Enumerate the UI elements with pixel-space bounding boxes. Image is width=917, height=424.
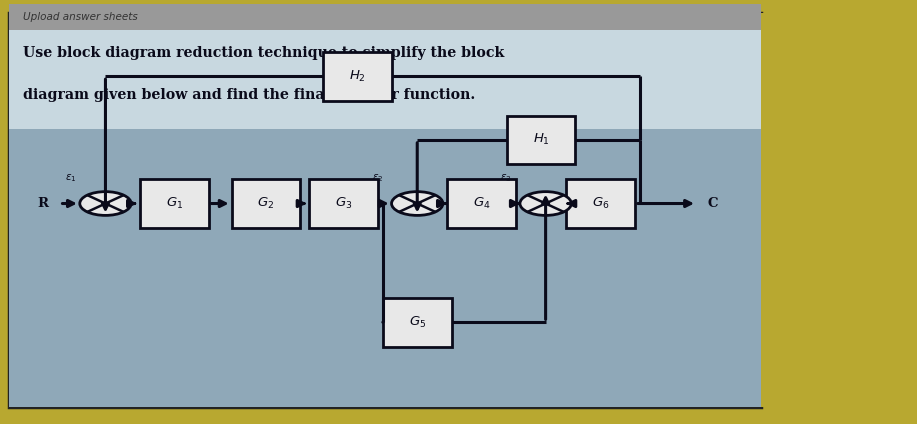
Circle shape: [392, 192, 443, 215]
FancyBboxPatch shape: [9, 4, 761, 30]
Circle shape: [80, 192, 131, 215]
Text: $H_1$: $H_1$: [533, 132, 549, 148]
Text: $G_6$: $G_6$: [591, 196, 610, 211]
FancyBboxPatch shape: [9, 129, 761, 407]
Circle shape: [520, 192, 571, 215]
FancyBboxPatch shape: [324, 52, 392, 101]
Text: $G_4$: $G_4$: [472, 196, 491, 211]
FancyBboxPatch shape: [309, 179, 379, 228]
Text: $\varepsilon_2$: $\varepsilon_2$: [372, 172, 383, 184]
Text: Upload answer sheets: Upload answer sheets: [23, 12, 138, 22]
Text: $G_1$: $G_1$: [166, 196, 182, 211]
FancyBboxPatch shape: [447, 179, 515, 228]
FancyBboxPatch shape: [9, 30, 761, 129]
FancyBboxPatch shape: [9, 13, 761, 407]
Text: $G_3$: $G_3$: [336, 196, 352, 211]
FancyBboxPatch shape: [139, 179, 208, 228]
FancyBboxPatch shape: [383, 298, 452, 347]
FancyBboxPatch shape: [566, 179, 635, 228]
Text: R: R: [38, 197, 49, 210]
Text: $G_5$: $G_5$: [409, 315, 425, 330]
Text: $\varepsilon_1$: $\varepsilon_1$: [65, 172, 76, 184]
Text: Use block diagram reduction technique to simplify the block: Use block diagram reduction technique to…: [23, 46, 504, 60]
FancyBboxPatch shape: [761, 13, 917, 407]
Text: $\varepsilon_3$: $\varepsilon_3$: [501, 172, 512, 184]
Text: diagram given below and find the final transfer function.: diagram given below and find the final t…: [23, 88, 475, 103]
FancyBboxPatch shape: [231, 179, 301, 228]
Text: $H_2$: $H_2$: [349, 69, 366, 84]
FancyBboxPatch shape: [506, 115, 576, 164]
Text: C: C: [708, 197, 718, 210]
Text: $G_2$: $G_2$: [258, 196, 274, 211]
